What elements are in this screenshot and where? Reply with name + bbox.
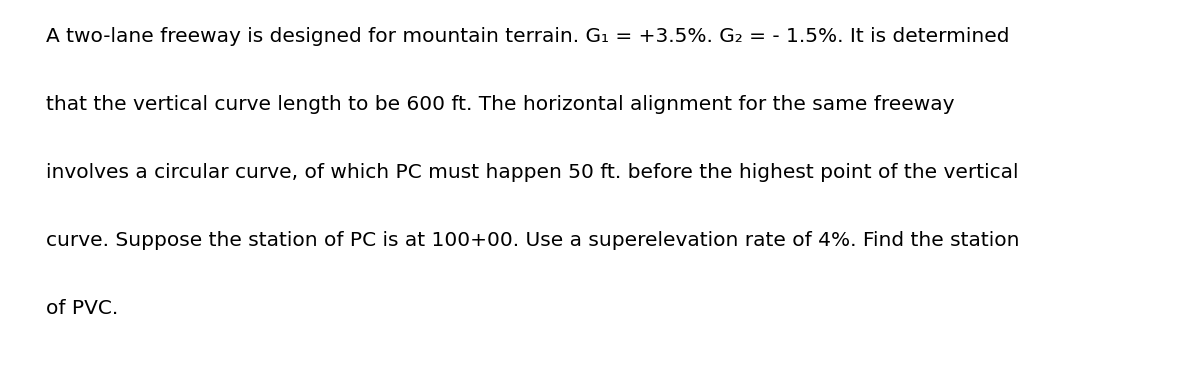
Text: that the vertical curve length to be 600 ft. The horizontal alignment for the sa: that the vertical curve length to be 600… (46, 95, 954, 114)
Text: A two-lane freeway is designed for mountain terrain. G₁ = +3.5%. G₂ = - 1.5%. It: A two-lane freeway is designed for mount… (46, 27, 1009, 46)
Text: of PVC.: of PVC. (46, 299, 118, 318)
Text: involves a circular curve, of which PC must happen 50 ft. before the highest poi: involves a circular curve, of which PC m… (46, 163, 1018, 182)
Text: curve. Suppose the station of PC is at 100+00. Use a superelevation rate of 4%. : curve. Suppose the station of PC is at 1… (46, 231, 1019, 250)
